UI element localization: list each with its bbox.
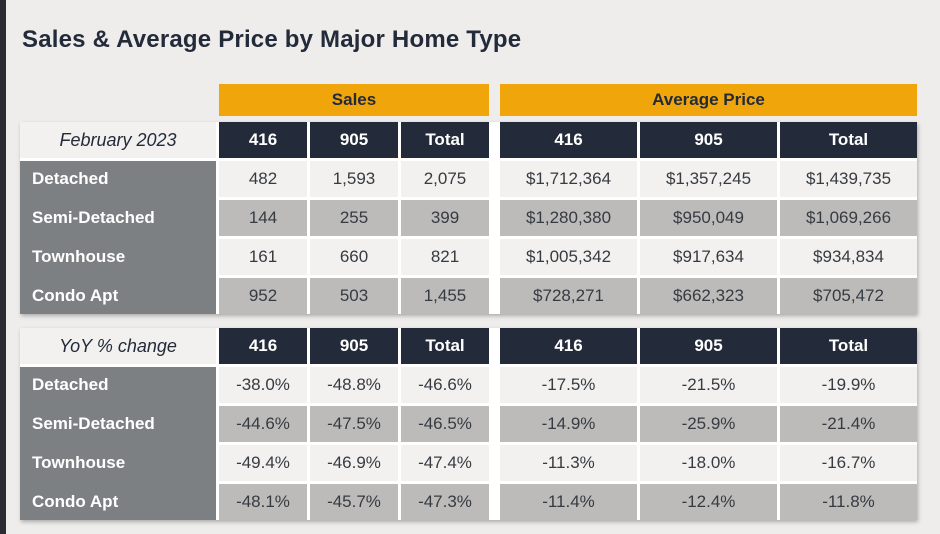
value-cell: $705,472 xyxy=(780,278,917,314)
value-cell: $728,271 xyxy=(500,278,637,314)
row-label-condo-apt: Condo Apt xyxy=(32,492,119,511)
value-cell: -38.0% xyxy=(219,367,307,403)
value-cell: 503 xyxy=(310,278,398,314)
table-yoy-change: YoY % change 416 905 Total 416 905 Total… xyxy=(20,328,917,520)
col-header-avg-416: 416 xyxy=(500,122,637,158)
group-header-sales: Sales xyxy=(219,84,489,116)
value-cell: $1,069,266 xyxy=(780,200,917,236)
value-cell: -48.1% xyxy=(219,484,307,520)
value-cell: -25.9% xyxy=(640,406,777,442)
col-header-avg-905: 905 xyxy=(640,122,777,158)
value-cell: -11.3% xyxy=(500,445,637,481)
row-label-townhouse: Townhouse xyxy=(32,247,126,266)
value-cell: 1,593 xyxy=(310,161,398,197)
value-cell: -12.4% xyxy=(640,484,777,520)
value-cell: 1,455 xyxy=(401,278,489,314)
page-title: Sales & Average Price by Major Home Type xyxy=(22,26,522,53)
value-cell: 952 xyxy=(219,278,307,314)
row-label-detached: Detached xyxy=(32,169,109,188)
value-cell: -47.3% xyxy=(401,484,489,520)
table-february-2023: February 2023 416 905 Total 416 905 Tota… xyxy=(20,122,917,314)
value-cell: -47.5% xyxy=(310,406,398,442)
col-header-avg-total: Total xyxy=(780,328,917,364)
value-cell: 2,075 xyxy=(401,161,489,197)
col-header-sales-905: 905 xyxy=(310,122,398,158)
value-cell: -46.9% xyxy=(310,445,398,481)
col-header-sales-total: Total xyxy=(401,328,489,364)
table-period-label: YoY % change xyxy=(20,328,216,364)
value-cell: -14.9% xyxy=(500,406,637,442)
row-label-semi-detached: Semi-Detached xyxy=(32,208,155,227)
value-cell: -21.4% xyxy=(780,406,917,442)
value-cell: $950,049 xyxy=(640,200,777,236)
value-cell: 144 xyxy=(219,200,307,236)
row-label-townhouse: Townhouse xyxy=(32,453,126,472)
value-cell: 161 xyxy=(219,239,307,275)
value-cell: $1,439,735 xyxy=(780,161,917,197)
value-cell: -11.4% xyxy=(500,484,637,520)
row-label-condo-apt: Condo Apt xyxy=(32,286,119,305)
col-header-avg-905: 905 xyxy=(640,328,777,364)
value-cell: -46.6% xyxy=(401,367,489,403)
value-cell: $1,357,245 xyxy=(640,161,777,197)
row-label-column: Detached Semi-Detached Townhouse Condo A… xyxy=(20,161,216,314)
group-header-band: Sales Average Price xyxy=(20,84,917,116)
value-cell: -21.5% xyxy=(640,367,777,403)
col-header-avg-416: 416 xyxy=(500,328,637,364)
report-panel: Sales & Average Price by Major Home Type… xyxy=(20,26,917,520)
value-cell: $917,634 xyxy=(640,239,777,275)
col-header-sales-905: 905 xyxy=(310,328,398,364)
value-cell: -45.7% xyxy=(310,484,398,520)
row-label-detached: Detached xyxy=(32,375,109,394)
value-cell: -11.8% xyxy=(780,484,917,520)
value-cell: -44.6% xyxy=(219,406,307,442)
value-cell: $1,005,342 xyxy=(500,239,637,275)
value-cell: $662,323 xyxy=(640,278,777,314)
value-cell: -16.7% xyxy=(780,445,917,481)
value-cell: -18.0% xyxy=(640,445,777,481)
value-cell: 482 xyxy=(219,161,307,197)
value-cell: -47.4% xyxy=(401,445,489,481)
table-period-label: February 2023 xyxy=(20,122,216,158)
value-cell: 255 xyxy=(310,200,398,236)
value-cell: $1,280,380 xyxy=(500,200,637,236)
value-cell: 821 xyxy=(401,239,489,275)
value-cell: $1,712,364 xyxy=(500,161,637,197)
left-edge-bar xyxy=(0,0,6,534)
col-header-sales-416: 416 xyxy=(219,122,307,158)
value-cell: 399 xyxy=(401,200,489,236)
row-label-column: Detached Semi-Detached Townhouse Condo A… xyxy=(20,367,216,520)
col-header-avg-total: Total xyxy=(780,122,917,158)
col-header-sales-total: Total xyxy=(401,122,489,158)
col-header-sales-416: 416 xyxy=(219,328,307,364)
value-cell: 660 xyxy=(310,239,398,275)
value-cell: -49.4% xyxy=(219,445,307,481)
value-cell: -46.5% xyxy=(401,406,489,442)
value-cell: -19.9% xyxy=(780,367,917,403)
value-cell: $934,834 xyxy=(780,239,917,275)
row-label-semi-detached: Semi-Detached xyxy=(32,414,155,433)
value-cell: -17.5% xyxy=(500,367,637,403)
value-cell: -48.8% xyxy=(310,367,398,403)
group-header-average-price: Average Price xyxy=(500,84,917,116)
